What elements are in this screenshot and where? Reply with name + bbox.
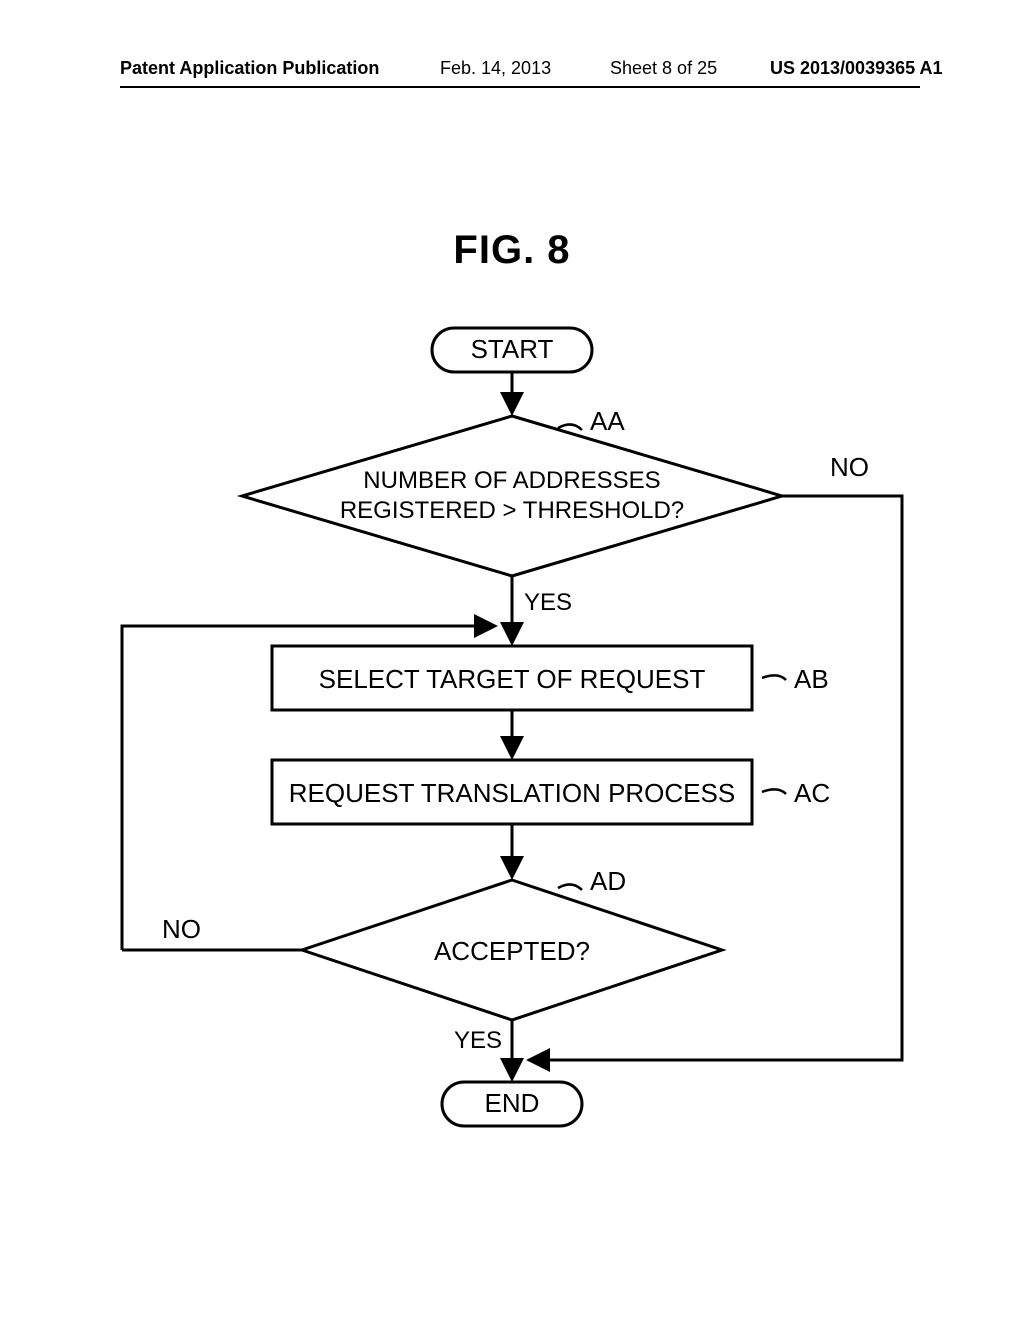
ref-aa: AA bbox=[590, 406, 625, 436]
header-rule bbox=[120, 86, 920, 88]
node-aa-decision: NUMBER OF ADDRESSES REGISTERED > THRESHO… bbox=[242, 416, 782, 576]
node-aa-line1: NUMBER OF ADDRESSES bbox=[363, 467, 660, 494]
node-start-label: START bbox=[471, 334, 554, 364]
label-ad-yes: YES bbox=[454, 1027, 502, 1054]
ref-ad: AD bbox=[590, 866, 626, 896]
sheet-number: Sheet 8 of 25 bbox=[610, 58, 717, 79]
figure-title: FIG. 8 bbox=[0, 228, 1024, 273]
label-aa-no: NO bbox=[830, 452, 869, 482]
publication-date: Feb. 14, 2013 bbox=[440, 58, 551, 79]
node-end: END bbox=[442, 1082, 582, 1126]
node-ab-process: SELECT TARGET OF REQUEST bbox=[272, 646, 752, 710]
node-end-label: END bbox=[485, 1088, 540, 1118]
node-ab-label: SELECT TARGET OF REQUEST bbox=[319, 664, 706, 694]
publication-type: Patent Application Publication bbox=[120, 58, 379, 79]
node-ad-decision: ACCEPTED? bbox=[302, 880, 722, 1020]
label-ad-no: NO bbox=[162, 914, 201, 944]
ref-ac: AC bbox=[794, 778, 830, 808]
page: Patent Application Publication Feb. 14, … bbox=[0, 0, 1024, 1320]
node-start: START bbox=[432, 328, 592, 372]
ref-leader-ac bbox=[762, 789, 786, 794]
node-ac-label: REQUEST TRANSLATION PROCESS bbox=[289, 778, 735, 808]
label-aa-yes: YES bbox=[524, 589, 572, 616]
node-aa-line2: REGISTERED > THRESHOLD? bbox=[340, 497, 684, 524]
ref-leader-ab bbox=[762, 675, 786, 680]
node-ac-process: REQUEST TRANSLATION PROCESS bbox=[272, 760, 752, 824]
ref-leader-ad bbox=[558, 884, 582, 890]
flowchart: START NUMBER OF ADDRESSES REGISTERED > T… bbox=[62, 320, 962, 1140]
node-ad-label: ACCEPTED? bbox=[434, 936, 590, 966]
publication-number: US 2013/0039365 A1 bbox=[770, 58, 942, 79]
ref-ab: AB bbox=[794, 664, 829, 694]
